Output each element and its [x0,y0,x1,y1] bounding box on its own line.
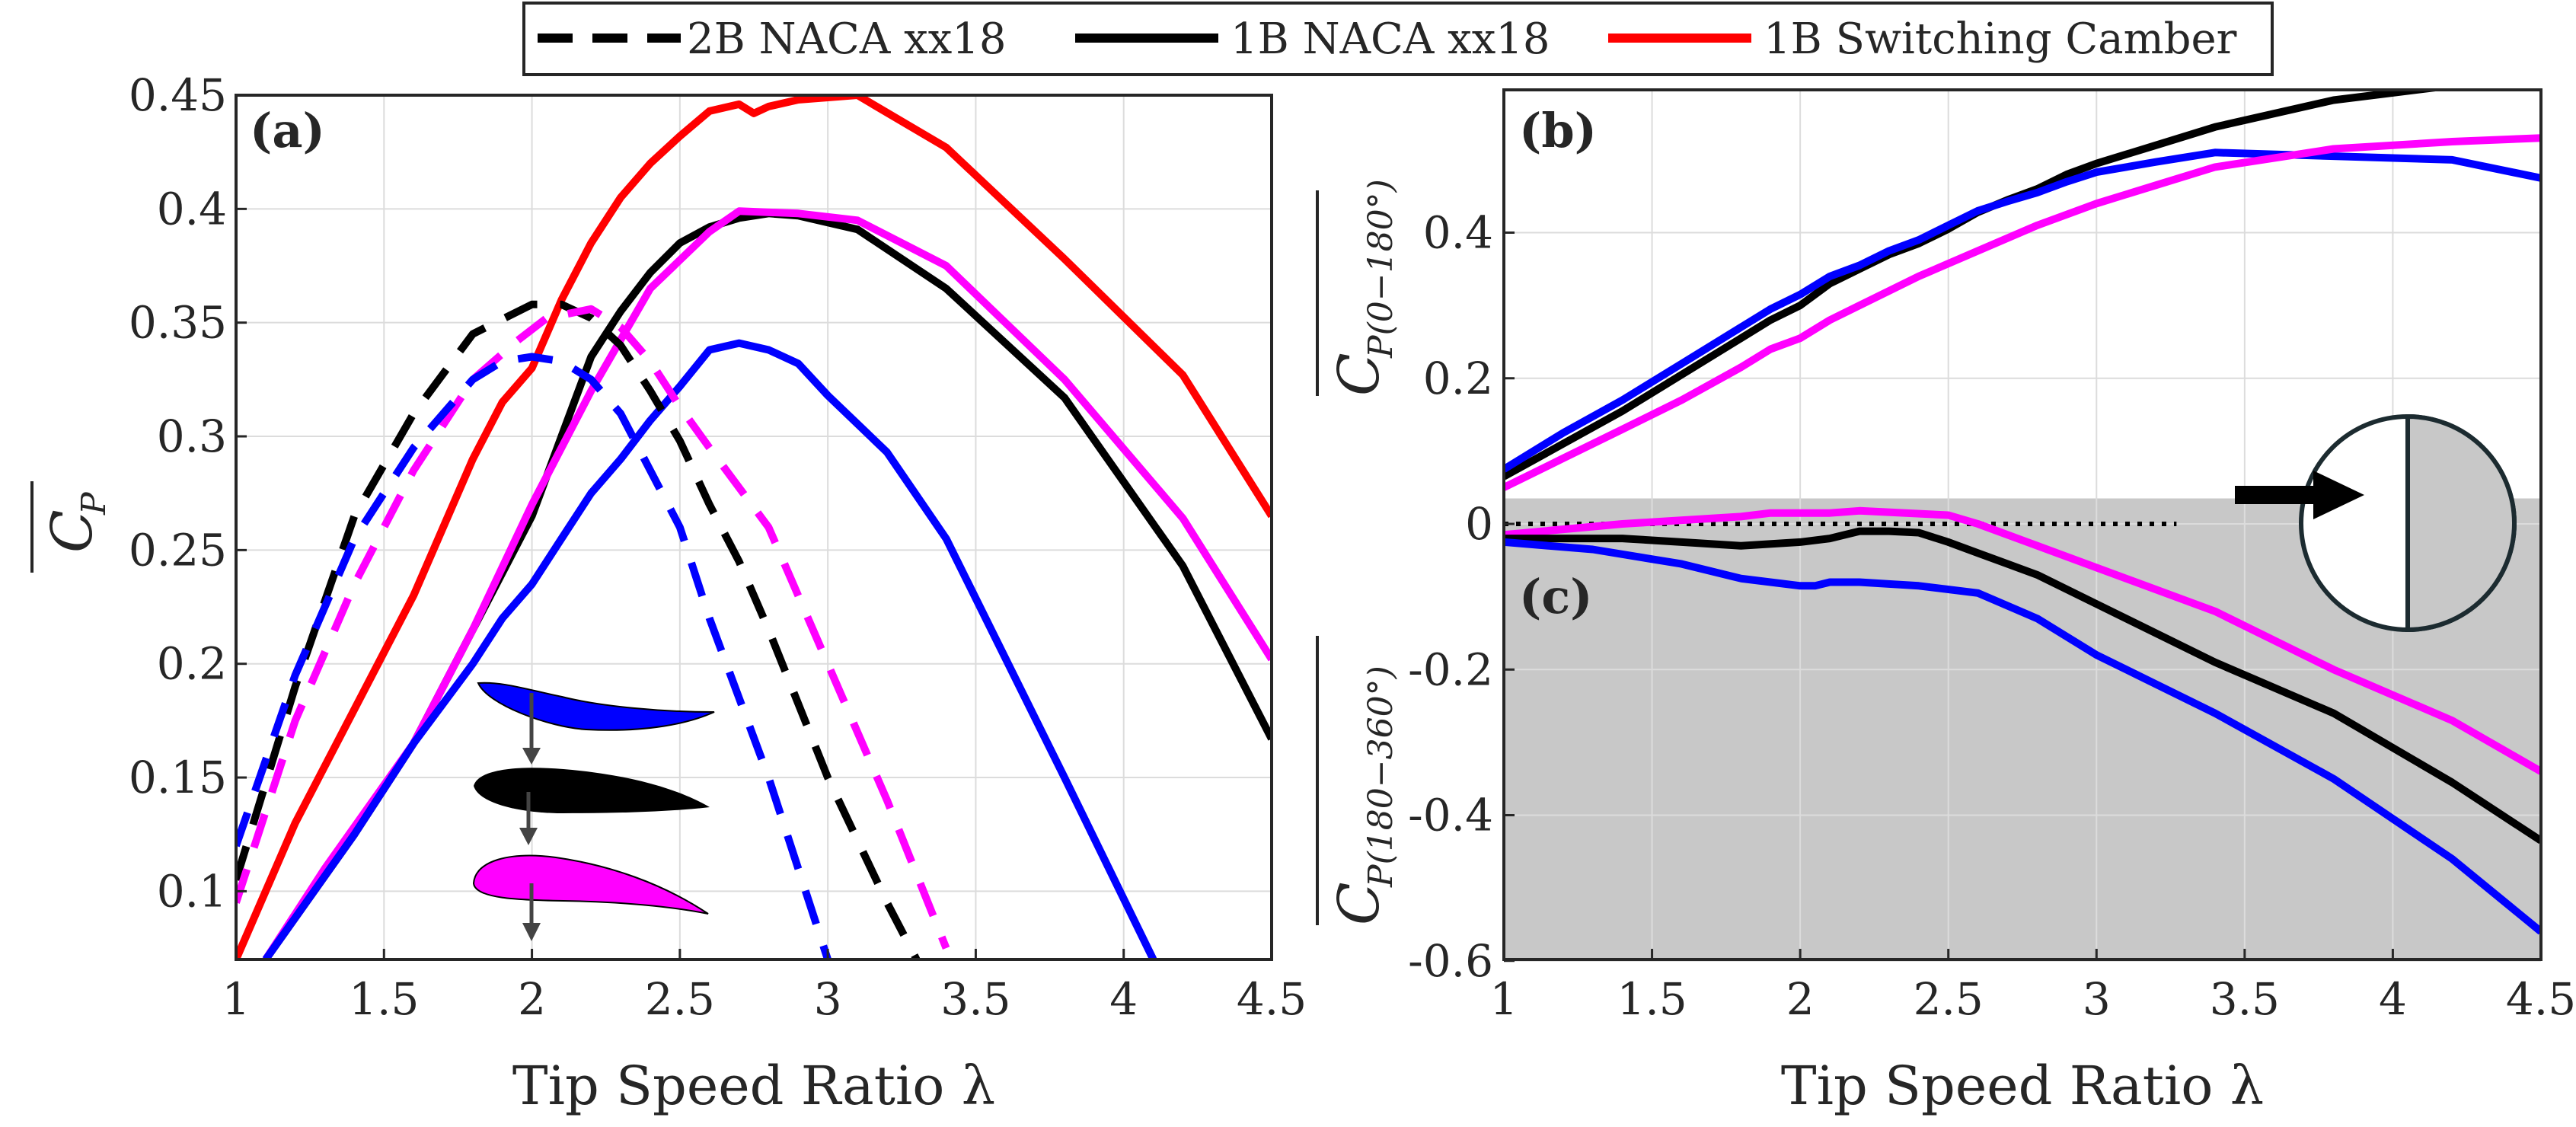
a-ytick-label: 0.15 [129,752,227,803]
black-airfoil-arrowhead [519,828,538,845]
blue-airfoil-icon [477,682,715,731]
panel-bc-ticks: 1 1.5 2 2.5 3 3.5 4 4.5 -0.6 -0.4 -0.2 0 0.2 0.4 [1408,207,2576,1026]
legend-label-1b-naca: 1B NACA xx18 [1231,14,1550,64]
panel-a-ylabel: C P [30,481,113,573]
panel-c-ylabel-sub: P(180−360°) [1361,666,1400,888]
bc-xtick-label: 2 [1786,973,1815,1025]
panel-c-ylabel: C P(180−360°) [1316,636,1400,925]
a-xtick-label: 1 [222,973,251,1025]
bc-xtick-label: 3.5 [2210,973,2280,1025]
a-xtick-label: 4.5 [1237,973,1307,1025]
a-xtick-label: 4 [1109,973,1138,1025]
series-line-1b-switching-camber [236,95,1272,959]
panel-c-ylabel-main: C [1326,882,1392,925]
a-ytick-label: 0.1 [157,865,227,917]
panel-a-series [236,95,1272,959]
series-line-2b-naca-xx18-blue-airfoil- [236,353,832,959]
a-xtick-label: 2 [518,973,546,1025]
bc-xtick-label: 3 [2083,973,2111,1025]
bc-ytick-label: -0.2 [1408,643,1493,695]
flow-arrow-icon [2313,471,2364,519]
panel-a-grid [235,94,1272,959]
panel-a-ylabel-main: C [40,509,105,553]
legend-box [522,2,2274,76]
bc-ytick-label: -0.6 [1408,935,1493,987]
rotor-shaded-half-icon [2405,413,2517,633]
panel-a-frame [235,94,1273,961]
magenta-airfoil-arrowhead [522,923,541,941]
series-line-b-1b-naca-xx18-magenta-airfoil- [1504,134,2541,491]
bc-ytick-label: 0.4 [1423,207,1493,259]
panel-b-ylabel-main: C [1326,353,1392,396]
a-xtick-label: 1.5 [349,973,419,1025]
bc-ytick-label: 0 [1465,498,1493,550]
legend-label-2b-naca: 2B NACA xx18 [687,14,1007,64]
panel-bc: 1 1.5 2 2.5 3 3.5 4 4.5-0.6-0.4-0.200.20.4 (b) … [1316,88,2576,1117]
legend: 2B NACA xx18 1B NACA xx18 1B Switching C… [522,2,2274,76]
rotor-schematic [2235,413,2517,633]
panel-a: 1 1.5 2 2.5 3 3.5 4 4.5 0.1 0.15 0.2 0.25 0.3 0.35 0.4… [30,69,1307,1117]
a-xtick-label: 3.5 [940,973,1010,1025]
panel-a-ticks: 1 1.5 2 2.5 3 3.5 4 4.5 0.1 0.15 0.2 0.25 0.3 0.35 0.4… [129,69,1307,1025]
blue-airfoil-arrowhead [522,748,541,765]
panel-a-ylabel-sub: P [75,491,113,516]
series-line-c-1b-naca-xx18-blue-airfoil- [1504,538,2541,935]
panel-b-ylabel: C P(0−180°) [1316,179,1400,396]
panel-bc-xlabel: Tip Speed Ratio λ [1781,1055,2264,1117]
panel-b-letter: (b) [1519,103,1597,158]
series-line-c-1b-naca-xx18-magenta-airfoil- [1504,506,2541,775]
black-airfoil-icon [474,768,710,813]
panel-a-letter: (a) [250,103,325,158]
panel-b-ylabel-sub: P(0−180°) [1361,179,1400,359]
a-ytick-label: 0.2 [157,638,227,690]
a-ytick-label: 0.3 [157,410,227,462]
series-line-b-1b-naca-xx18-blue-airfoil- [1504,148,2541,473]
bc-xtick-label: 2.5 [1914,973,1984,1025]
bc-xtick-label: 4 [2379,973,2407,1025]
bc-xtick-label: 1 [1490,973,1518,1025]
series-line-1b-naca-xx18-blue-airfoil- [262,339,1157,959]
panel-a-xlabel: Tip Speed Ratio λ [512,1055,995,1117]
series-line-2b-naca-xx18-magenta-airfoil- [236,305,950,950]
panel-c-letter: (c) [1519,569,1592,624]
series-line-1b-naca-xx18-magenta-airfoil- [262,207,1272,959]
series-line-2b-naca-xx18 [236,300,921,959]
bc-xtick-label: 4.5 [2506,973,2576,1025]
a-ytick-label: 0.45 [129,69,227,121]
a-ytick-label: 0.25 [129,524,227,576]
bc-ytick-label: -0.4 [1408,790,1493,841]
a-xtick-label: 2.5 [645,973,715,1025]
bc-ytick-label: 0.2 [1423,353,1493,404]
a-xtick-label: 3 [814,973,842,1025]
panel-a-background [236,95,1272,959]
legend-label-1b-switching: 1B Switching Camber [1764,14,2237,64]
panel-a-airfoil-insets [472,682,715,941]
a-ytick-label: 0.35 [129,297,227,349]
panel-bc-series [1504,90,2541,935]
series-line-c-1b-naca-xx18 [1504,527,2541,844]
bc-xtick-label: 1.5 [1617,973,1687,1025]
a-ytick-label: 0.4 [157,183,227,235]
